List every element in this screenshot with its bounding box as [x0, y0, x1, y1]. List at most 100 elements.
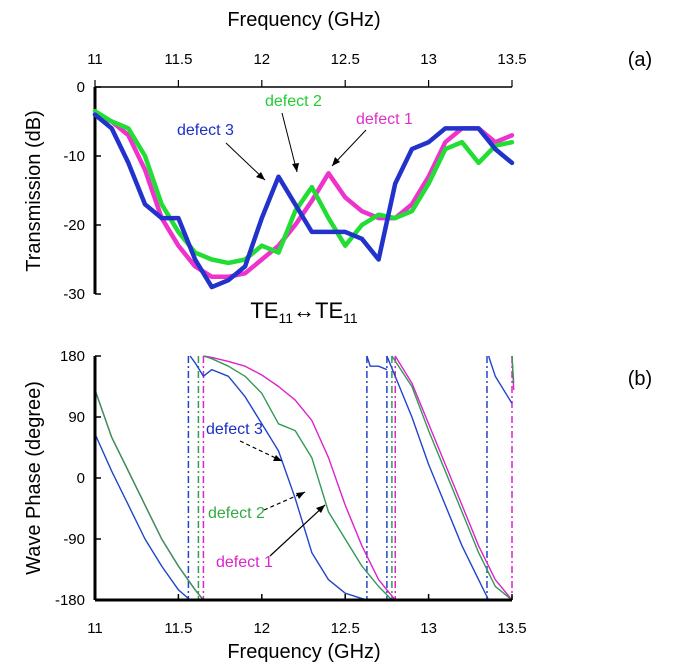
a-series-line-defect-1 [92, 112, 515, 280]
a-data-point [477, 162, 480, 164]
b-x-tick-label: 12 [253, 620, 270, 637]
a-data-point [144, 203, 146, 206]
a-data-point [511, 162, 513, 164]
b-x-tick-label: 13.5 [497, 620, 526, 637]
b-series-line-defect-2 [511, 355, 515, 384]
a-data-point [411, 148, 413, 150]
a-data-point [144, 155, 146, 157]
top-x-axis-title: Frequency (GHz) [227, 9, 380, 31]
a-data-point [211, 286, 213, 288]
a-data-point [427, 141, 430, 143]
a-series-line-defect-3 [92, 112, 515, 290]
a-data-point [110, 127, 113, 130]
a-data-point [427, 175, 430, 178]
a-data-point [394, 217, 397, 219]
b-series-line-defect-2 [94, 389, 204, 601]
a-y-tick-label: -10 [63, 148, 85, 165]
a-annotation-defect-2: defect 2 [265, 93, 322, 110]
b-arrowhead-defect-3 [273, 455, 282, 461]
a-y-tick-label: -20 [63, 217, 85, 234]
a-data-point [127, 162, 130, 164]
a-y-tick-labels: 0 -10 -20 -30 [63, 79, 101, 303]
a-arrow-defect-2 [281, 112, 298, 173]
top-x-tick-labels: 11 11.5 12 12.5 13 13.5 [87, 51, 527, 87]
a-data-point [261, 258, 263, 261]
a-data-point [94, 110, 96, 112]
a-data-point [227, 262, 230, 264]
b-y-tick-label: -90 [63, 531, 85, 548]
a-data-point [127, 127, 130, 130]
a-data-point [160, 203, 163, 206]
a-data-point [294, 210, 297, 212]
b-annotations: defect 3 defect 2 defect 1 [206, 421, 326, 571]
a-data-point [327, 217, 330, 219]
b-x-tick-label: 11.5 [164, 620, 192, 637]
a-data-point [244, 272, 246, 275]
a-data-point [177, 231, 180, 233]
a-data-point [177, 244, 180, 247]
panel-b: (b) 180 90 0 -90 -180 11 11.5 12 12.5 13 13.5 Wav… [23, 348, 652, 663]
a-series-group [92, 108, 515, 290]
a-data-point [361, 210, 363, 212]
a-data-point [361, 224, 363, 226]
b-series-line-defect-1 [394, 355, 513, 601]
a-data-point [511, 141, 513, 143]
a-series-line-defect-2 [92, 108, 515, 266]
b-annotation-defect-1: defect 1 [216, 554, 273, 571]
b-y-tick-label: 90 [68, 409, 85, 426]
a-data-point [194, 258, 196, 261]
b-series-line-defect-1 [203, 355, 396, 601]
b-arrow-defect-1 [269, 504, 326, 557]
b-y-tick-label: 180 [60, 348, 85, 365]
a-data-point [444, 148, 447, 150]
b-y-tick-label: 0 [77, 470, 85, 487]
top-x-tick-label: 11 [87, 51, 103, 68]
a-data-point [94, 113, 96, 116]
a-arrow-defect-3 [225, 142, 266, 181]
a-data-point [127, 134, 130, 137]
top-x-tick-label: 12 [253, 51, 270, 68]
a-data-point [344, 196, 347, 199]
a-data-point [277, 251, 280, 254]
panel-label-a: (a) [628, 49, 652, 71]
b-series-line-defect-2 [203, 355, 393, 601]
a-y-tick-label: 0 [77, 79, 85, 96]
a-data-point [494, 141, 497, 143]
a-data-point [194, 265, 196, 268]
mode-label: TE11↔TE11 [250, 298, 358, 326]
a-y-tick-label: -30 [63, 286, 85, 303]
top-x-tick-label: 12.5 [331, 51, 360, 68]
b-y-tick-label: -180 [55, 592, 85, 609]
a-data-point [344, 231, 347, 233]
a-data-point [160, 217, 163, 219]
a-data-point [277, 175, 280, 178]
a-data-point [477, 127, 480, 130]
b-x-tick-label: 12.5 [331, 620, 360, 637]
b-y-axis-title: Wave Phase (degree) [23, 381, 45, 575]
b-series-line-defect-2 [391, 355, 513, 601]
a-data-point [177, 217, 180, 219]
b-series-line-defect-3 [487, 355, 513, 404]
a-y-axis-title: Transmission (dB) [23, 110, 45, 272]
b-x-axis-title: Frequency (GHz) [227, 641, 380, 663]
panel-a: Frequency (GHz) (a) 11 11.5 12 12.5 13 13.5 0… [23, 9, 652, 326]
a-data-point [377, 258, 380, 261]
a-annotation-defect-1: defect 1 [356, 111, 413, 128]
b-arrowhead-defect-2 [296, 492, 305, 499]
a-data-point [411, 210, 413, 212]
a-arrowhead-defect-2 [292, 163, 299, 172]
b-annotation-defect-2: defect 2 [208, 505, 265, 522]
a-data-point [394, 182, 397, 185]
panel-label-b: (b) [628, 368, 652, 390]
a-data-point [311, 231, 313, 233]
b-annotation-defect-3: defect 3 [206, 421, 263, 438]
b-series-line-defect-3 [386, 355, 490, 601]
a-data-point [311, 186, 313, 188]
a-arrowhead-defect-1 [332, 157, 340, 166]
a-data-point [211, 276, 213, 278]
a-data-point [461, 141, 463, 143]
a-data-point [244, 265, 246, 268]
a-data-point [377, 217, 380, 219]
top-x-tick-label: 13.5 [497, 51, 526, 68]
